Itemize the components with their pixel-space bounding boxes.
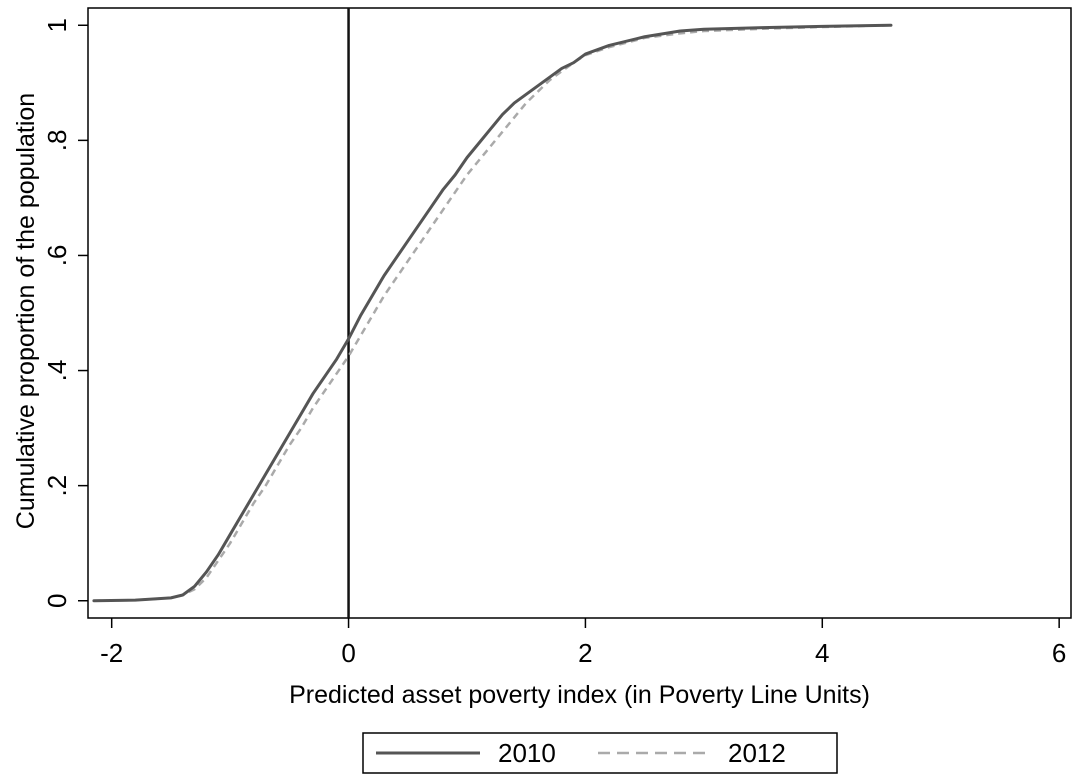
plot-frame — [87, 7, 1072, 619]
x-tick-label: 4 — [815, 638, 829, 668]
plot-region — [87, 7, 1072, 619]
y-tick-label: .8 — [42, 130, 72, 152]
series-line-2012 — [93, 24, 892, 602]
x-axis: -2 0 2 4 6 — [100, 618, 1066, 668]
x-tick-label: 2 — [578, 638, 592, 668]
series-layer — [92, 23, 893, 603]
y-tick-label: .6 — [42, 245, 72, 267]
y-axis: 0 .2 .4 .6 .8 1 — [42, 18, 88, 608]
x-tick-label: -2 — [100, 638, 123, 668]
y-tick-label: 1 — [42, 18, 72, 32]
y-tick-label: .2 — [42, 475, 72, 497]
y-tick-label: 0 — [42, 594, 72, 608]
legend: 2010 2012 — [362, 732, 838, 774]
legend-label-2010: 2010 — [498, 738, 556, 768]
x-tick-label: 6 — [1052, 638, 1066, 668]
series-line-2010 — [92, 23, 893, 603]
y-tick-label: .4 — [42, 360, 72, 382]
y-axis-title: Cumulative proportion of the population — [12, 93, 40, 529]
x-tick-label: 0 — [341, 638, 355, 668]
legend-label-2012: 2012 — [728, 738, 786, 768]
x-axis-title: Predicted asset poverty index (in Povert… — [289, 681, 870, 709]
